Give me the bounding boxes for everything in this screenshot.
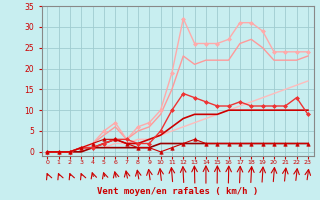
Text: Vent moyen/en rafales ( km/h ): Vent moyen/en rafales ( km/h ) bbox=[97, 187, 258, 196]
